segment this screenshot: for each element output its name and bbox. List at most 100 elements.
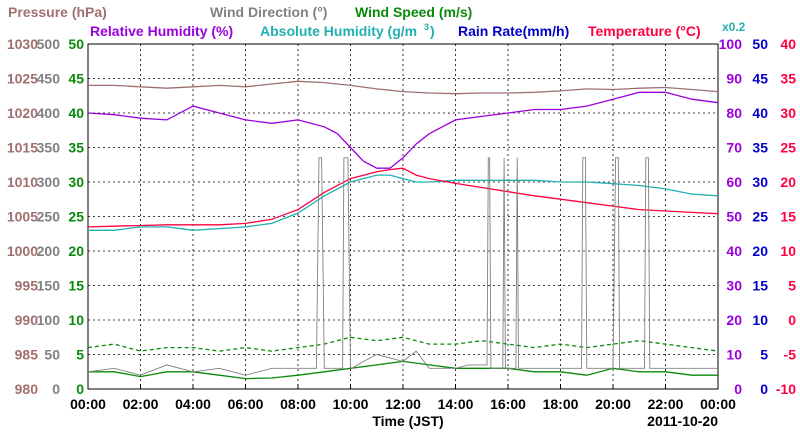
y-tick-label-temperature: 15 — [780, 209, 796, 225]
series-wind-direction — [87, 157, 718, 376]
y-tick-label-pressure: 980 — [15, 381, 39, 397]
x-tick-label: 14:00 — [438, 396, 474, 412]
y-tick-label-temperature: -10 — [776, 381, 796, 397]
y-tick-label-wind-direction: 500 — [37, 36, 61, 52]
y-tick-label-temperature: 25 — [780, 140, 796, 156]
y-tick-label-wind-direction: 350 — [37, 140, 61, 156]
y-tick-label-relative-humidity: 70 — [726, 140, 742, 156]
x-tick-label: 00:00 — [700, 396, 736, 412]
y-tick-label-relative-humidity: 30 — [726, 278, 742, 294]
x-tick-label: 16:00 — [490, 396, 526, 412]
x-tick-label: 12:00 — [385, 396, 421, 412]
legend-rain-rate: Rain Rate(mm/h) — [458, 23, 569, 39]
x-tick-label: 02:00 — [123, 396, 159, 412]
y-tick-label-pressure: 1015 — [7, 140, 38, 156]
x-tick-label: 06:00 — [228, 396, 264, 412]
y-tick-label-wind-direction: 400 — [37, 105, 61, 121]
legend-ah-scale: x0.2 — [722, 20, 746, 34]
legend-wind-speed: Wind Speed (m/s) — [355, 4, 472, 20]
y-tick-label-rain-rate: 15 — [752, 278, 768, 294]
x-tick-label: 20:00 — [595, 396, 631, 412]
y-tick-label-pressure: 1010 — [7, 174, 38, 190]
y-tick-label-wind-speed: 20 — [68, 243, 84, 259]
y-tick-label-relative-humidity: 20 — [726, 312, 742, 328]
legend-absolute-humidity: Absolute Humidity (g/m 3 ) — [260, 22, 435, 39]
y-tick-label-temperature: 10 — [780, 243, 796, 259]
y-tick-label-pressure: 1020 — [7, 105, 38, 121]
y-tick-label-wind-speed: 10 — [68, 312, 84, 328]
series-temperature-c — [87, 167, 719, 228]
y-tick-label-wind-direction: 100 — [37, 312, 61, 328]
y-tick-label-pressure: 985 — [15, 347, 39, 363]
y-tick-label-rain-rate: 35 — [752, 140, 768, 156]
x-axis: 00:00 02:00 04:00 06:00 08:00 10:00 12:00 14:00… — [70, 384, 736, 412]
legend-relative-humidity: Relative Humidity (%) — [90, 23, 233, 39]
x-tick-label: 08:00 — [280, 396, 316, 412]
y-tick-label-temperature: 5 — [788, 278, 796, 294]
y-tick-label-rain-rate: 45 — [752, 71, 768, 87]
x-tick-label: 18:00 — [543, 396, 579, 412]
y-tick-label-wind-speed: 30 — [68, 174, 84, 190]
legend-pressure: Pressure (hPa) — [8, 4, 107, 20]
legend-absolute-humidity-prefix: Absolute Humidity (g/m — [260, 23, 417, 39]
y-tick-label-relative-humidity: 60 — [726, 174, 742, 190]
series-layer — [87, 80, 719, 380]
y-tick-label-temperature: 0 — [788, 312, 796, 328]
y-tick-label-wind-speed: 50 — [68, 36, 84, 52]
y-tick-label-wind-direction: 300 — [37, 174, 61, 190]
date-label: 2011-10-20 — [647, 413, 718, 429]
y-tick-label-relative-humidity: 0 — [734, 381, 742, 397]
y-tick-label-relative-humidity: 40 — [726, 243, 742, 259]
y-tick-label-wind-speed: 25 — [68, 209, 84, 225]
x-tick-label: 04:00 — [175, 396, 211, 412]
y-tick-label-relative-humidity: 100 — [719, 36, 743, 52]
x-axis-label: Time (JST) — [372, 413, 443, 429]
y-tick-label-rain-rate: 5 — [760, 347, 768, 363]
y-tick-label-wind-speed: 0 — [76, 381, 84, 397]
y-tick-label-temperature: 30 — [780, 105, 796, 121]
y-tick-label-pressure: 990 — [15, 312, 39, 328]
y-axes: 9809859909951000100510101015102010251030… — [7, 36, 796, 397]
y-tick-label-pressure: 1005 — [7, 209, 38, 225]
y-tick-label-wind-direction: 150 — [37, 278, 61, 294]
x-tick-label: 22:00 — [648, 396, 684, 412]
y-tick-label-rain-rate: 50 — [752, 36, 768, 52]
y-tick-label-wind-direction: 50 — [44, 347, 60, 363]
y-tick-label-rain-rate: 20 — [752, 243, 768, 259]
y-tick-label-pressure: 1025 — [7, 71, 38, 87]
series-absolute-humidity-g-m3 — [88, 174, 719, 231]
y-tick-label-rain-rate: 30 — [752, 174, 768, 190]
y-tick-label-pressure: 995 — [15, 278, 39, 294]
x-tick-label: 00:00 — [70, 396, 106, 412]
legend-temperature: Temperature (°C) — [588, 23, 701, 39]
y-tick-label-wind-direction: 0 — [52, 381, 60, 397]
y-tick-label-rain-rate: 25 — [752, 209, 768, 225]
y-tick-label-wind-speed: 5 — [76, 347, 84, 363]
y-tick-label-rain-rate: 40 — [752, 105, 768, 121]
y-tick-label-wind-direction: 250 — [37, 209, 61, 225]
y-tick-label-wind-speed: 45 — [68, 71, 84, 87]
y-tick-label-wind-speed: 15 — [68, 278, 84, 294]
y-tick-label-relative-humidity: 10 — [726, 347, 742, 363]
series-pressure-hpa — [88, 80, 719, 95]
y-tick-label-wind-direction: 450 — [37, 71, 61, 87]
y-tick-label-wind-speed: 35 — [68, 140, 84, 156]
legend-absolute-humidity-sup: 3 — [424, 22, 429, 32]
series-relative-humidity — [87, 91, 719, 169]
x-tick-label: 10:00 — [333, 396, 369, 412]
y-tick-label-pressure: 1000 — [7, 243, 38, 259]
y-tick-label-wind-direction: 200 — [37, 243, 61, 259]
legend-absolute-humidity-suffix: ) — [430, 23, 435, 39]
y-tick-label-temperature: 35 — [780, 71, 796, 87]
y-tick-label-rain-rate: 10 — [752, 312, 768, 328]
legend-wind-direction: Wind Direction (°) — [210, 4, 327, 20]
y-tick-label-relative-humidity: 50 — [726, 209, 742, 225]
y-tick-label-temperature: 40 — [780, 36, 796, 52]
y-tick-label-pressure: 1030 — [7, 36, 38, 52]
series-wind-speed-max-m-s — [87, 336, 719, 352]
y-tick-label-temperature: 20 — [780, 174, 796, 190]
y-tick-label-rain-rate: 0 — [760, 381, 768, 397]
y-tick-label-relative-humidity: 80 — [726, 105, 742, 121]
y-tick-label-relative-humidity: 90 — [726, 71, 742, 87]
